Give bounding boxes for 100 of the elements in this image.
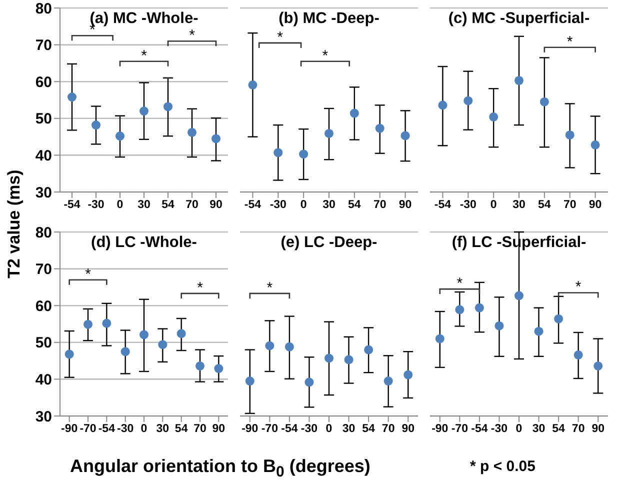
x-tick-label: -30 [88, 199, 104, 212]
x-tick-label: 90 [402, 423, 415, 436]
significance-bracket: * [167, 27, 217, 46]
point [115, 132, 125, 141]
annotation: * [456, 275, 463, 292]
y-axis-title: T2 value (ms) [4, 170, 24, 278]
x-tick-label: -30 [300, 423, 318, 436]
x-tick-label: 54 [362, 423, 376, 436]
x-tick-label: 54 [174, 423, 188, 436]
annotation: * [189, 27, 196, 44]
y-tick-label: 50 [35, 334, 52, 352]
point [195, 361, 205, 370]
x-tick-label: -54 [64, 199, 81, 212]
x-tick-label: 30 [532, 423, 546, 436]
point [474, 303, 484, 312]
x-tick-label: 54 [348, 199, 362, 212]
y-tick-label: 40 [35, 372, 52, 389]
point [91, 120, 101, 130]
significance-bracket: * [119, 47, 169, 66]
significance-bracket: * [300, 47, 350, 66]
x-tick-label: 0 [326, 423, 332, 436]
y-tick-label: 60 [35, 74, 52, 91]
x-tick-label: -70 [80, 423, 96, 436]
y-tick-label: 80 [35, 224, 52, 242]
significance-bracket: * [258, 28, 302, 48]
point [494, 321, 504, 330]
point [489, 112, 498, 122]
x-tick-label: -54 [281, 423, 298, 436]
point [211, 134, 221, 144]
x-tick-label: 30 [138, 199, 150, 212]
point [384, 376, 393, 386]
x-tick-label: 90 [210, 199, 222, 212]
annotation: * [277, 28, 284, 46]
x-tick-label: 70 [186, 199, 198, 212]
point [284, 342, 294, 352]
x-tick-label: 54 [162, 199, 175, 212]
x-tick-label: 90 [398, 199, 412, 212]
x-tick-label: -54 [98, 423, 116, 436]
y-tick-label: 50 [35, 110, 52, 128]
point [64, 350, 74, 359]
point [400, 131, 410, 140]
point [350, 108, 359, 118]
significance-bracket: * [249, 279, 290, 298]
x-tick-label: 54 [538, 199, 552, 212]
x-tick-label: 0 [140, 423, 148, 436]
x-tick-label: -90 [432, 423, 448, 436]
point [404, 370, 413, 380]
point [299, 150, 308, 159]
x-tick-label: 0 [116, 199, 124, 212]
point [265, 341, 274, 350]
x-tick-label: -30 [270, 199, 286, 212]
x-tick-label: 70 [572, 423, 585, 436]
point [245, 376, 254, 386]
point [304, 378, 314, 387]
point [120, 347, 130, 356]
y-tick-label: 60 [35, 298, 52, 315]
point [158, 340, 168, 350]
point [102, 318, 112, 328]
x-tick-label: 90 [592, 423, 605, 436]
x-tick-label: -54 [434, 199, 452, 212]
point [187, 128, 197, 137]
x-tick-label: 54 [552, 423, 566, 436]
x-tick-label: 0 [490, 199, 497, 212]
x-tick-label: 0 [516, 423, 522, 436]
point [455, 305, 464, 314]
x-tick-label: -30 [490, 423, 508, 436]
point [514, 76, 524, 85]
significance-bracket: * [68, 266, 108, 285]
point [435, 334, 444, 344]
y-tick-label: 40 [35, 148, 52, 165]
point [163, 102, 173, 112]
point [139, 106, 149, 116]
point [364, 345, 374, 354]
point [344, 355, 354, 364]
point [248, 80, 258, 90]
x-tick-label: -30 [460, 199, 476, 212]
x-tick-label: -54 [471, 423, 488, 436]
chart-title: (b) MC -Deep- [278, 10, 380, 28]
chart-title: (c) MC -Superficial- [447, 10, 591, 28]
significance-bracket: * [558, 278, 599, 298]
x-tick-label: 30 [322, 199, 336, 212]
x-tick-label: -30 [117, 423, 134, 436]
x-tick-label: 30 [342, 423, 356, 436]
point [438, 100, 448, 110]
point [554, 314, 564, 324]
x-tick-label: 30 [512, 199, 526, 212]
point [594, 361, 603, 370]
point [67, 92, 77, 102]
annotation: * [322, 47, 328, 64]
chart-title: (d) LC -Whole- [90, 234, 198, 252]
point [324, 128, 334, 138]
x-tick-label: 70 [194, 423, 206, 436]
annotation: * [197, 279, 204, 296]
x-tick-label: 70 [373, 199, 386, 212]
annotation: * [266, 279, 273, 296]
annotation: * [566, 33, 573, 50]
point [139, 330, 149, 340]
significance-bracket: * [439, 275, 480, 294]
x-tick-label: -54 [244, 199, 262, 212]
y-tick-label: 70 [35, 261, 52, 278]
